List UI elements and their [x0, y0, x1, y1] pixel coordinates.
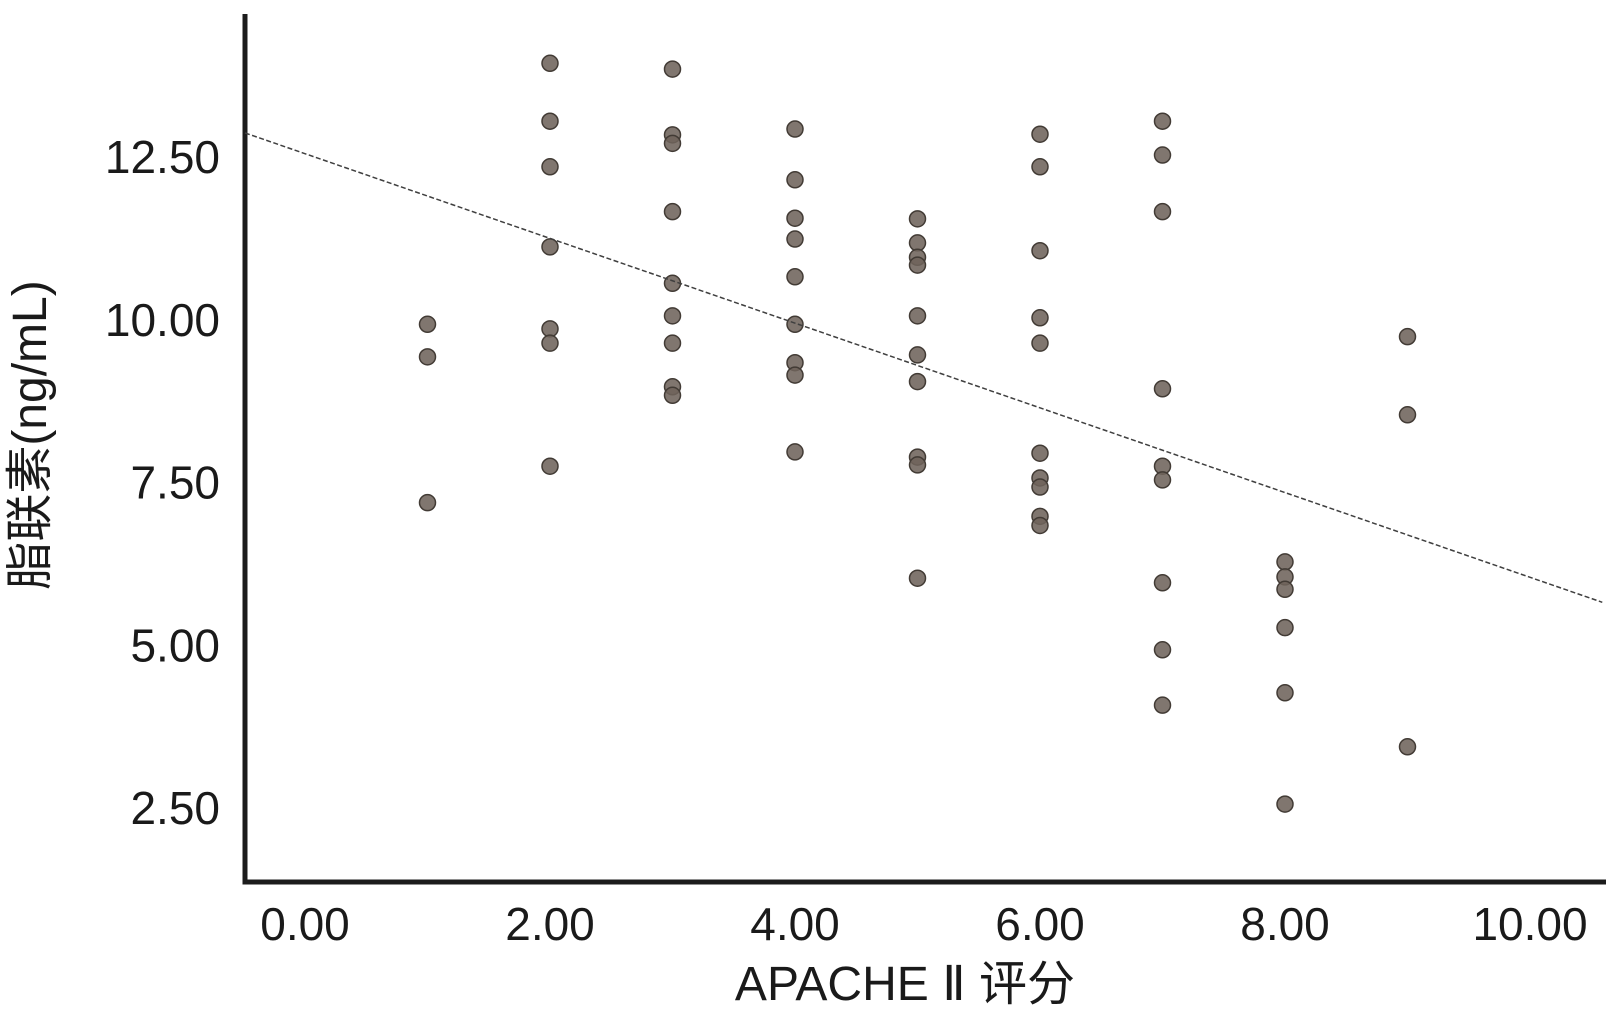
x-tick-label: 8.00 [1240, 898, 1330, 950]
data-point [1153, 202, 1172, 221]
data-point [908, 372, 927, 391]
x-tick-label: 0.00 [260, 898, 350, 950]
data-point [908, 307, 927, 325]
data-point [1031, 478, 1049, 496]
x-tick-label: 6.00 [995, 898, 1085, 950]
data-point [418, 493, 437, 512]
data-point [663, 307, 682, 325]
data-point [663, 202, 682, 221]
x-axis-title: APACHE Ⅱ 评分 [735, 958, 1075, 1011]
data-point [908, 569, 927, 587]
data-point [908, 456, 927, 474]
x-tick-label: 10.00 [1472, 898, 1587, 950]
data-point [418, 315, 437, 334]
axes [242, 14, 1606, 885]
data-point [908, 256, 927, 274]
x-tick-labels: 0.00 2.00 4.00 6.00 8.00 10.00 [260, 898, 1587, 950]
data-point [1398, 406, 1417, 424]
x-tick-label: 4.00 [750, 898, 840, 950]
data-point [786, 230, 804, 248]
data-point [1276, 580, 1294, 599]
x-tick-label: 2.00 [505, 898, 595, 950]
y-axis-title: 脂联素(ng/mL) [4, 280, 57, 589]
data-point [1398, 327, 1417, 346]
data-point [1031, 158, 1049, 176]
data-point [541, 457, 559, 475]
data-point [1276, 795, 1294, 813]
data-point [786, 171, 804, 189]
data-point [663, 386, 682, 405]
data-point [1276, 618, 1294, 637]
data-point [1031, 444, 1049, 462]
data-point [663, 334, 682, 352]
data-point [541, 54, 559, 73]
data-point [786, 120, 804, 138]
y-tick-label: 7.50 [130, 457, 220, 509]
data-point [541, 238, 559, 256]
y-tick-labels: 2.50 5.00 7.50 10.00 12.50 [105, 131, 220, 834]
data-point [786, 315, 804, 334]
data-point [1031, 309, 1049, 327]
data-point [1031, 241, 1049, 260]
data-points [418, 54, 1417, 813]
data-point [786, 366, 804, 384]
data-point [1153, 112, 1172, 130]
y-tick-label: 10.00 [105, 294, 220, 346]
data-point [1031, 125, 1049, 143]
data-point [1031, 516, 1049, 535]
data-point [1153, 471, 1172, 489]
data-point [786, 268, 804, 286]
data-point [1398, 738, 1417, 756]
data-point [908, 346, 927, 364]
data-point [1153, 146, 1172, 164]
data-point [1276, 553, 1294, 571]
data-point [908, 210, 927, 228]
data-point [541, 112, 559, 130]
data-point [663, 134, 682, 153]
fit-line [244, 132, 1603, 603]
data-point [663, 60, 682, 78]
data-point [418, 348, 437, 366]
data-point [1153, 696, 1172, 714]
y-tick-label: 12.50 [105, 131, 220, 183]
data-point [1031, 334, 1049, 352]
data-point [541, 334, 559, 352]
data-point [1153, 641, 1172, 659]
data-point [1153, 380, 1172, 398]
data-point [786, 209, 804, 227]
y-tick-label: 2.50 [130, 782, 220, 834]
data-point [1153, 574, 1172, 592]
data-point [1276, 684, 1294, 702]
data-point [541, 158, 559, 176]
data-point [786, 443, 804, 461]
y-tick-label: 5.00 [130, 619, 220, 671]
